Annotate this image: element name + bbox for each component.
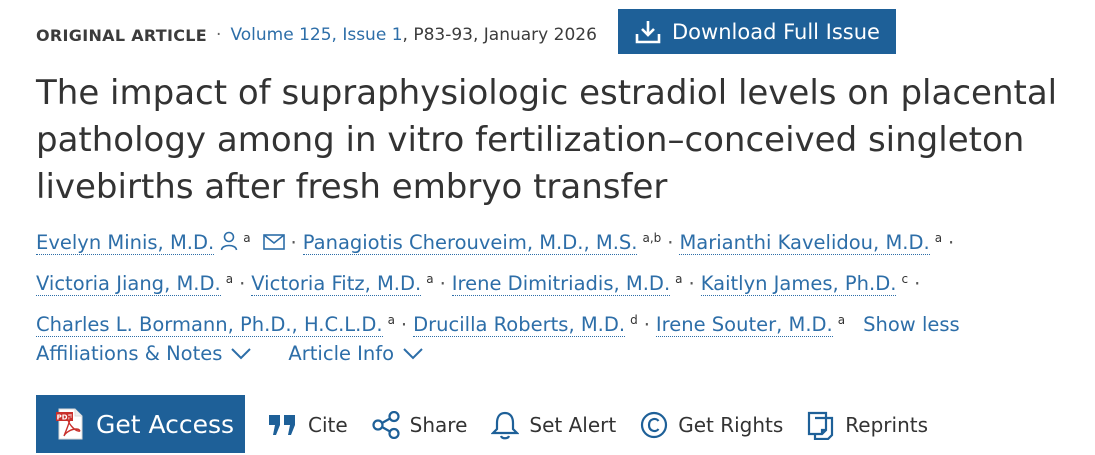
get-access-label: Get Access: [96, 409, 235, 439]
author-separator: ·: [290, 231, 297, 254]
author-affiliation: a: [675, 272, 683, 286]
author-link[interactable]: Panagiotis Cherouveim, M.D., M.S.: [302, 231, 638, 255]
article-info-toggle[interactable]: Article Info: [288, 342, 424, 365]
affiliations-label: Affiliations & Notes: [36, 342, 223, 365]
reprints-label: Reprints: [845, 413, 929, 437]
expanders: Affiliations & Notes Article Info: [36, 342, 424, 365]
volume-issue-link[interactable]: Volume 125, Issue 1: [230, 25, 403, 45]
chevron-down-icon: [231, 347, 252, 359]
get-rights-button[interactable]: Get Rights: [640, 411, 783, 439]
author-link[interactable]: Irene Souter, M.D.: [655, 313, 833, 337]
author-link[interactable]: Marianthi Kavelidou, M.D.: [679, 231, 930, 255]
author-affiliation: a: [243, 231, 251, 245]
get-access-button[interactable]: PDF Get Access: [36, 395, 245, 453]
article-info-label: Article Info: [288, 342, 395, 365]
author-link[interactable]: Drucilla Roberts, M.D.: [413, 313, 626, 337]
bell-icon: [491, 411, 520, 440]
download-full-issue-button[interactable]: Download Full Issue: [618, 9, 896, 54]
pages-date: , P83-93, January 2026: [402, 25, 597, 45]
envelope-icon[interactable]: [262, 234, 285, 251]
author-separator: ·: [643, 313, 650, 336]
download-label: Download Full Issue: [672, 19, 880, 44]
pdf-icon: PDF: [56, 408, 83, 440]
author-link[interactable]: Kaitlyn James, Ph.D.: [700, 272, 897, 296]
show-less-link[interactable]: Show less: [863, 313, 960, 336]
set-alert-button[interactable]: Set Alert: [491, 410, 616, 440]
get-rights-label: Get Rights: [678, 413, 784, 437]
author-link[interactable]: Irene Dimitriadis, M.D.: [451, 272, 671, 296]
author-separator: ·: [688, 272, 695, 295]
article-meta: ORIGINAL ARTICLE · Volume 125, Issue 1 ,…: [36, 20, 597, 50]
cite-button[interactable]: Cite: [268, 413, 348, 437]
author-link[interactable]: Charles L. Bormann, Ph.D., H.C.L.D.: [36, 313, 383, 337]
author-separator: ·: [439, 272, 446, 295]
article-title: The impact of supraphysiologic estradiol…: [36, 73, 1058, 207]
person-icon[interactable]: [220, 231, 238, 251]
author-affiliation: a,b: [642, 231, 662, 245]
author-separator: ·: [400, 313, 408, 336]
article-type: ORIGINAL ARTICLE: [36, 25, 208, 45]
affiliations-notes-toggle[interactable]: Affiliations & Notes: [36, 342, 252, 365]
meta-separator: ·: [216, 25, 222, 45]
author-list: Evelyn Minis, M.D. a · Panagiotis Cherouvei…: [36, 220, 1076, 343]
share-icon: [372, 411, 400, 439]
article-actions: Cite Share Set Alert Get Rights Reprints: [268, 406, 928, 444]
author-affiliation: a: [225, 272, 234, 286]
reprints-icon: [808, 411, 834, 440]
author-affiliation: d: [630, 313, 638, 327]
cite-label: Cite: [308, 413, 348, 437]
author-separator: ·: [239, 272, 246, 295]
author-link[interactable]: Evelyn Minis, M.D.: [36, 231, 215, 255]
chevron-down-icon: [403, 347, 423, 359]
author-link[interactable]: Victoria Fitz, M.D.: [251, 272, 422, 296]
author-affiliation: a: [837, 313, 846, 327]
copyright-icon: [641, 411, 668, 439]
svg-text:PDF: PDF: [57, 414, 73, 422]
author-separator: ·: [948, 231, 955, 254]
author-affiliation: c: [901, 272, 909, 286]
author-separator: ·: [667, 231, 674, 254]
share-button[interactable]: Share: [372, 411, 468, 439]
download-icon: [635, 20, 661, 43]
set-alert-label: Set Alert: [529, 413, 617, 437]
author-separator: ·: [914, 272, 921, 295]
share-label: Share: [409, 413, 468, 437]
quote-icon: [269, 415, 295, 435]
author-affiliation: a: [387, 313, 395, 327]
reprints-button[interactable]: Reprints: [807, 410, 928, 440]
author-affiliation: a: [934, 231, 943, 245]
author-affiliation: a: [426, 272, 434, 286]
author-link[interactable]: Victoria Jiang, M.D.: [36, 272, 221, 296]
